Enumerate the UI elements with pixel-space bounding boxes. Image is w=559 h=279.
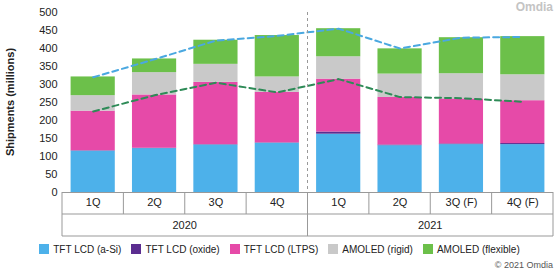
svg-text:350: 350 (39, 60, 57, 72)
html-text:© 2021 Omdia: © 2021 Omdia (494, 260, 553, 270)
svg-text:1Q: 1Q (331, 196, 346, 208)
html-text:AMOLED (rigid): AMOLED (rigid) (342, 243, 413, 255)
html-text:TFT LCD (a-Si): TFT LCD (a-Si) (53, 243, 122, 255)
svg-text:4Q (F): 4Q (F) (507, 196, 539, 208)
svg-text:2Q: 2Q (147, 196, 162, 208)
svg-text:50: 50 (45, 168, 57, 180)
svg-text:1Q: 1Q (86, 196, 101, 208)
svg-text:Omdia: Omdia (516, 0, 554, 14)
svg-text:150: 150 (39, 132, 57, 144)
svg-text:2Q: 2Q (393, 196, 408, 208)
svg-text:2020: 2020 (173, 219, 197, 231)
svg-text:300: 300 (39, 78, 57, 90)
svg-text:250: 250 (39, 96, 57, 108)
svg-text:0: 0 (51, 186, 57, 198)
svg-text:500: 500 (39, 6, 57, 18)
html-text:TFT LCD (LTPS): TFT LCD (LTPS) (243, 243, 319, 255)
svg-text:200: 200 (39, 114, 57, 126)
svg-text:4Q: 4Q (270, 196, 285, 208)
html-text:AMOLED (flexible): AMOLED (flexible) (436, 243, 520, 255)
svg-text:3Q: 3Q (209, 196, 224, 208)
svg-text:3Q (F): 3Q (F) (446, 196, 478, 208)
html-text:TFT LCD (oxide): TFT LCD (oxide) (145, 243, 220, 255)
svg-text:100: 100 (39, 150, 57, 162)
svg-text:Shipments (millions): Shipments (millions) (4, 48, 16, 157)
svg-text:450: 450 (39, 24, 57, 36)
svg-text:400: 400 (39, 42, 57, 54)
svg-text:2021: 2021 (418, 219, 442, 231)
